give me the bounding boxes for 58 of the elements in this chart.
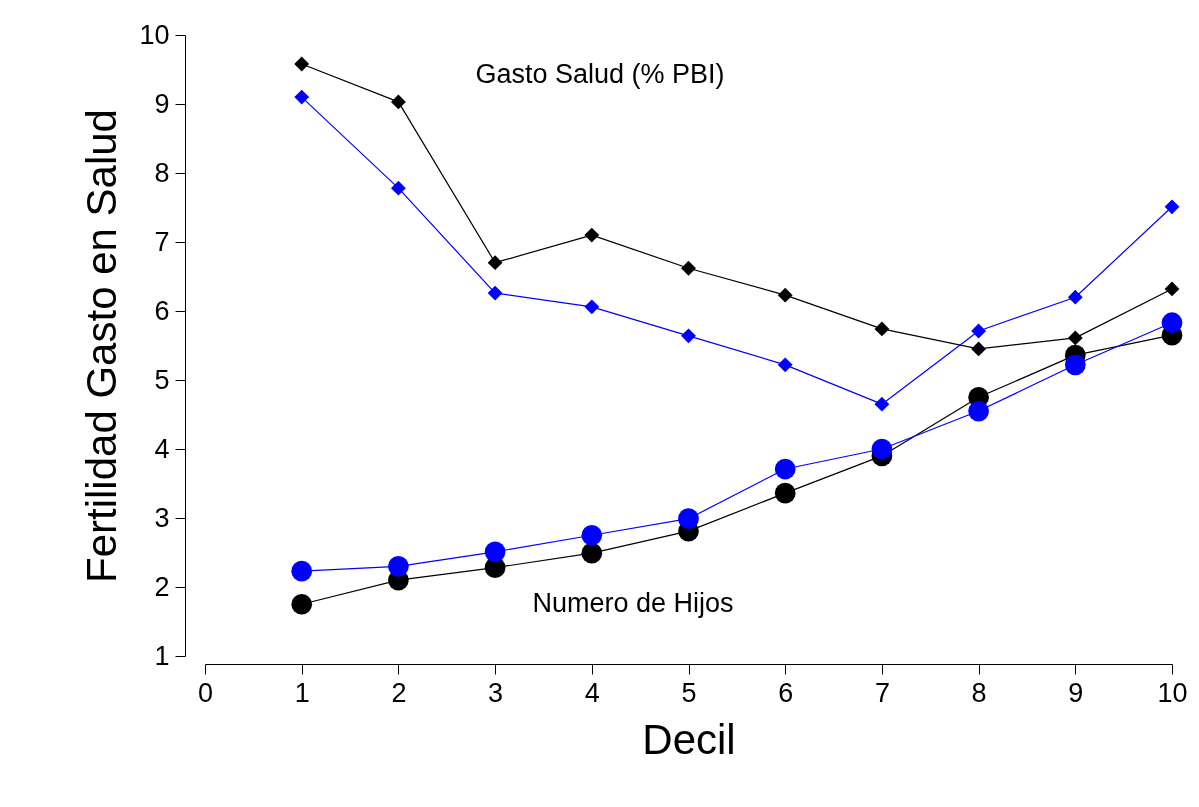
y-tick-label: 8 <box>154 157 170 188</box>
point <box>294 56 310 72</box>
point <box>1064 354 1086 376</box>
point <box>874 321 890 337</box>
point <box>1067 289 1083 305</box>
point <box>971 323 987 339</box>
x-tick-label: 1 <box>294 677 310 708</box>
y-tick-label: 7 <box>154 226 170 257</box>
y-tick-label: 1 <box>154 640 170 671</box>
point <box>774 482 796 504</box>
x-tick-label: 7 <box>874 677 890 708</box>
point <box>581 542 603 564</box>
x-axis-title: Decil <box>642 715 736 763</box>
point <box>777 357 793 373</box>
y-tick-label: 10 <box>139 19 170 50</box>
point <box>1164 199 1180 215</box>
point <box>971 341 987 357</box>
point <box>487 255 503 271</box>
point <box>1164 281 1180 297</box>
point <box>390 94 406 110</box>
y-tick-label: 3 <box>154 502 170 533</box>
y-tick-label: 6 <box>154 295 170 326</box>
y-axis-title: Fertilidad Gasto en Salud <box>78 109 126 583</box>
point <box>581 524 603 546</box>
point <box>294 89 310 105</box>
annotation: Gasto Salud (% PBI) <box>475 59 725 89</box>
y-tick-label: 4 <box>154 433 170 464</box>
point <box>681 260 696 276</box>
point <box>484 541 506 563</box>
x-tick-label: 5 <box>681 677 697 708</box>
x-tick-label: 9 <box>1068 677 1084 708</box>
x-tick-label: 0 <box>197 677 214 708</box>
point <box>678 508 699 530</box>
x-tick-label: 6 <box>778 677 794 708</box>
point <box>584 227 600 243</box>
point <box>1067 330 1083 346</box>
point <box>968 400 989 422</box>
point <box>584 299 600 315</box>
y-tick-label: 9 <box>154 88 170 119</box>
x-tick-label: 4 <box>584 677 600 708</box>
x-tick-label: 10 <box>1157 677 1188 708</box>
point <box>390 180 406 196</box>
y-tick-label: 2 <box>154 571 170 602</box>
y-tick-label: 5 <box>154 364 170 395</box>
annotation: Numero de Hijos <box>532 588 734 618</box>
x-tick-label: 8 <box>971 677 987 708</box>
point <box>871 438 893 460</box>
point <box>777 287 793 303</box>
point <box>487 285 503 301</box>
point <box>1161 312 1183 334</box>
x-tick-label: 3 <box>488 677 504 708</box>
point <box>681 328 696 344</box>
x-tick-label: 2 <box>391 677 407 708</box>
point <box>291 593 313 615</box>
point <box>291 560 313 582</box>
point <box>774 458 796 480</box>
point <box>388 555 409 577</box>
point <box>874 396 890 412</box>
